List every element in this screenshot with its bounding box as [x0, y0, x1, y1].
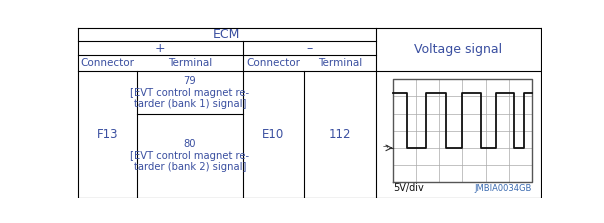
Text: –: –	[306, 42, 312, 55]
Text: ECM: ECM	[213, 28, 240, 41]
Text: Terminal: Terminal	[318, 58, 362, 68]
Text: 5V/div: 5V/div	[393, 184, 424, 194]
Text: Terminal: Terminal	[168, 58, 212, 68]
Text: F13: F13	[97, 128, 118, 141]
Text: 79
[EVT control magnet re-
tarder (bank 1) signal]: 79 [EVT control magnet re- tarder (bank …	[130, 76, 249, 109]
Text: JMBIA0034GB: JMBIA0034GB	[475, 184, 532, 193]
Text: +: +	[155, 42, 165, 55]
Text: Connector: Connector	[246, 58, 300, 68]
Text: →: →	[382, 145, 388, 151]
Text: Connector: Connector	[80, 58, 135, 68]
Text: E10: E10	[262, 128, 284, 141]
Text: 112: 112	[329, 128, 351, 141]
Text: Voltage signal: Voltage signal	[414, 43, 503, 56]
Text: 80
[EVT control magnet re-
tarder (bank 2) signal]: 80 [EVT control magnet re- tarder (bank …	[130, 139, 249, 172]
